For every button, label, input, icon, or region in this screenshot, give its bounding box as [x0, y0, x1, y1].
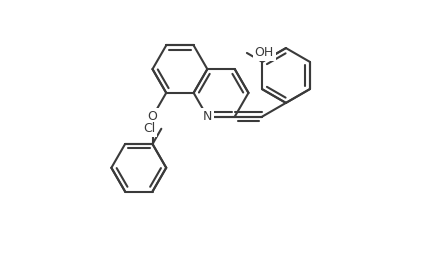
- Text: N: N: [202, 110, 212, 123]
- Text: Cl: Cl: [143, 122, 156, 135]
- Text: OH: OH: [255, 46, 274, 60]
- Text: O: O: [148, 110, 157, 123]
